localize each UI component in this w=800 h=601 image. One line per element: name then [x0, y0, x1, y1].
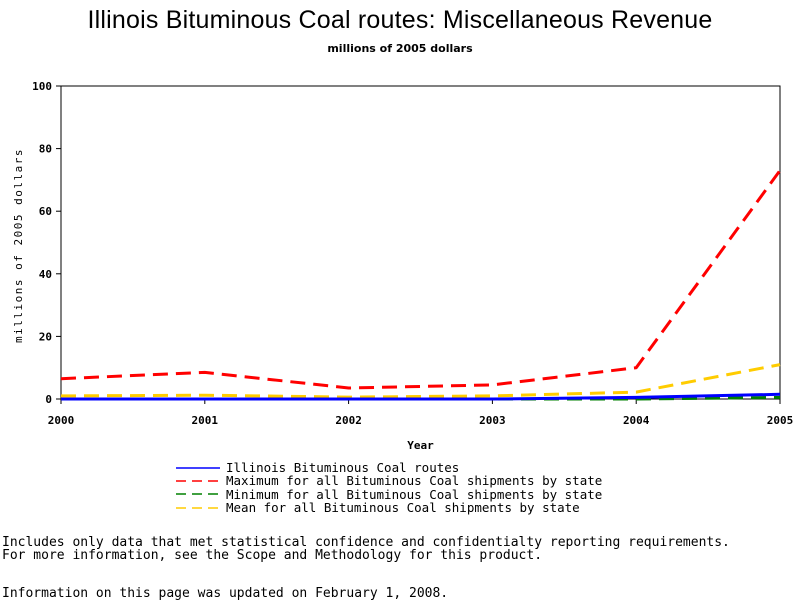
legend-item: Illinois Bituminous Coal routes: [176, 461, 602, 474]
x-tick-label: 2005: [767, 414, 794, 427]
footnote-confidence: Includes only data that met statistical …: [2, 535, 730, 550]
footnote-updated: Information on this page was updated on …: [2, 586, 449, 601]
y-tick-label: 100: [32, 80, 52, 93]
legend-swatch-red: [176, 477, 220, 485]
series-line-illinois-routes: [61, 392, 781, 401]
x-axis-label: Year: [407, 439, 434, 452]
legend-label: Illinois Bituminous Coal routes: [226, 460, 460, 475]
x-tick-label: 2002: [335, 414, 362, 427]
legend-swatch-blue: [176, 464, 220, 472]
legend-label: Maximum for all Bituminous Coal shipment…: [226, 473, 603, 489]
y-tick-label: 80: [39, 143, 52, 156]
x-tick-label: 2000: [48, 414, 75, 427]
legend: Illinois Bituminous Coal routes Maximum …: [176, 461, 602, 514]
footnote-methodology: For more information, see the Scope and …: [2, 548, 543, 563]
legend-swatch-yellow: [176, 504, 220, 512]
x-tick-label: 2001: [192, 414, 219, 427]
series-line-maximum: [60, 169, 782, 390]
y-tick-label: 20: [39, 330, 52, 343]
line-chart: 0 20 40 60 80 100 2000 2001 2002 2003 2004 2005 Year…: [12, 80, 794, 452]
x-tick-label: 2004: [623, 414, 650, 427]
y-tick-label: 0: [45, 393, 52, 406]
legend-label: Minimum for all Bituminous Coal shipment…: [226, 486, 603, 502]
y-axis-label: millions of 2005 dollars: [12, 148, 25, 343]
chart-subtitle: millions of 2005 dollars: [327, 42, 473, 55]
plot-frame: [60, 85, 781, 400]
chart-title: Illinois Bituminous Coal routes: Miscell…: [87, 6, 713, 34]
y-tick-label: 40: [39, 268, 52, 281]
x-tick-label: 2003: [479, 414, 506, 427]
series-line-mean: [60, 363, 781, 399]
y-tick-label: 60: [39, 205, 52, 218]
legend-label: Mean for all Bituminous Coal shipments b…: [226, 499, 580, 515]
legend-item: Maximum for all Bituminous Coal shipment…: [176, 473, 603, 489]
legend-item: Minimum for all Bituminous Coal shipment…: [176, 486, 603, 502]
legend-swatch-green: [176, 490, 220, 498]
legend-item: Mean for all Bituminous Coal shipments b…: [176, 501, 602, 514]
